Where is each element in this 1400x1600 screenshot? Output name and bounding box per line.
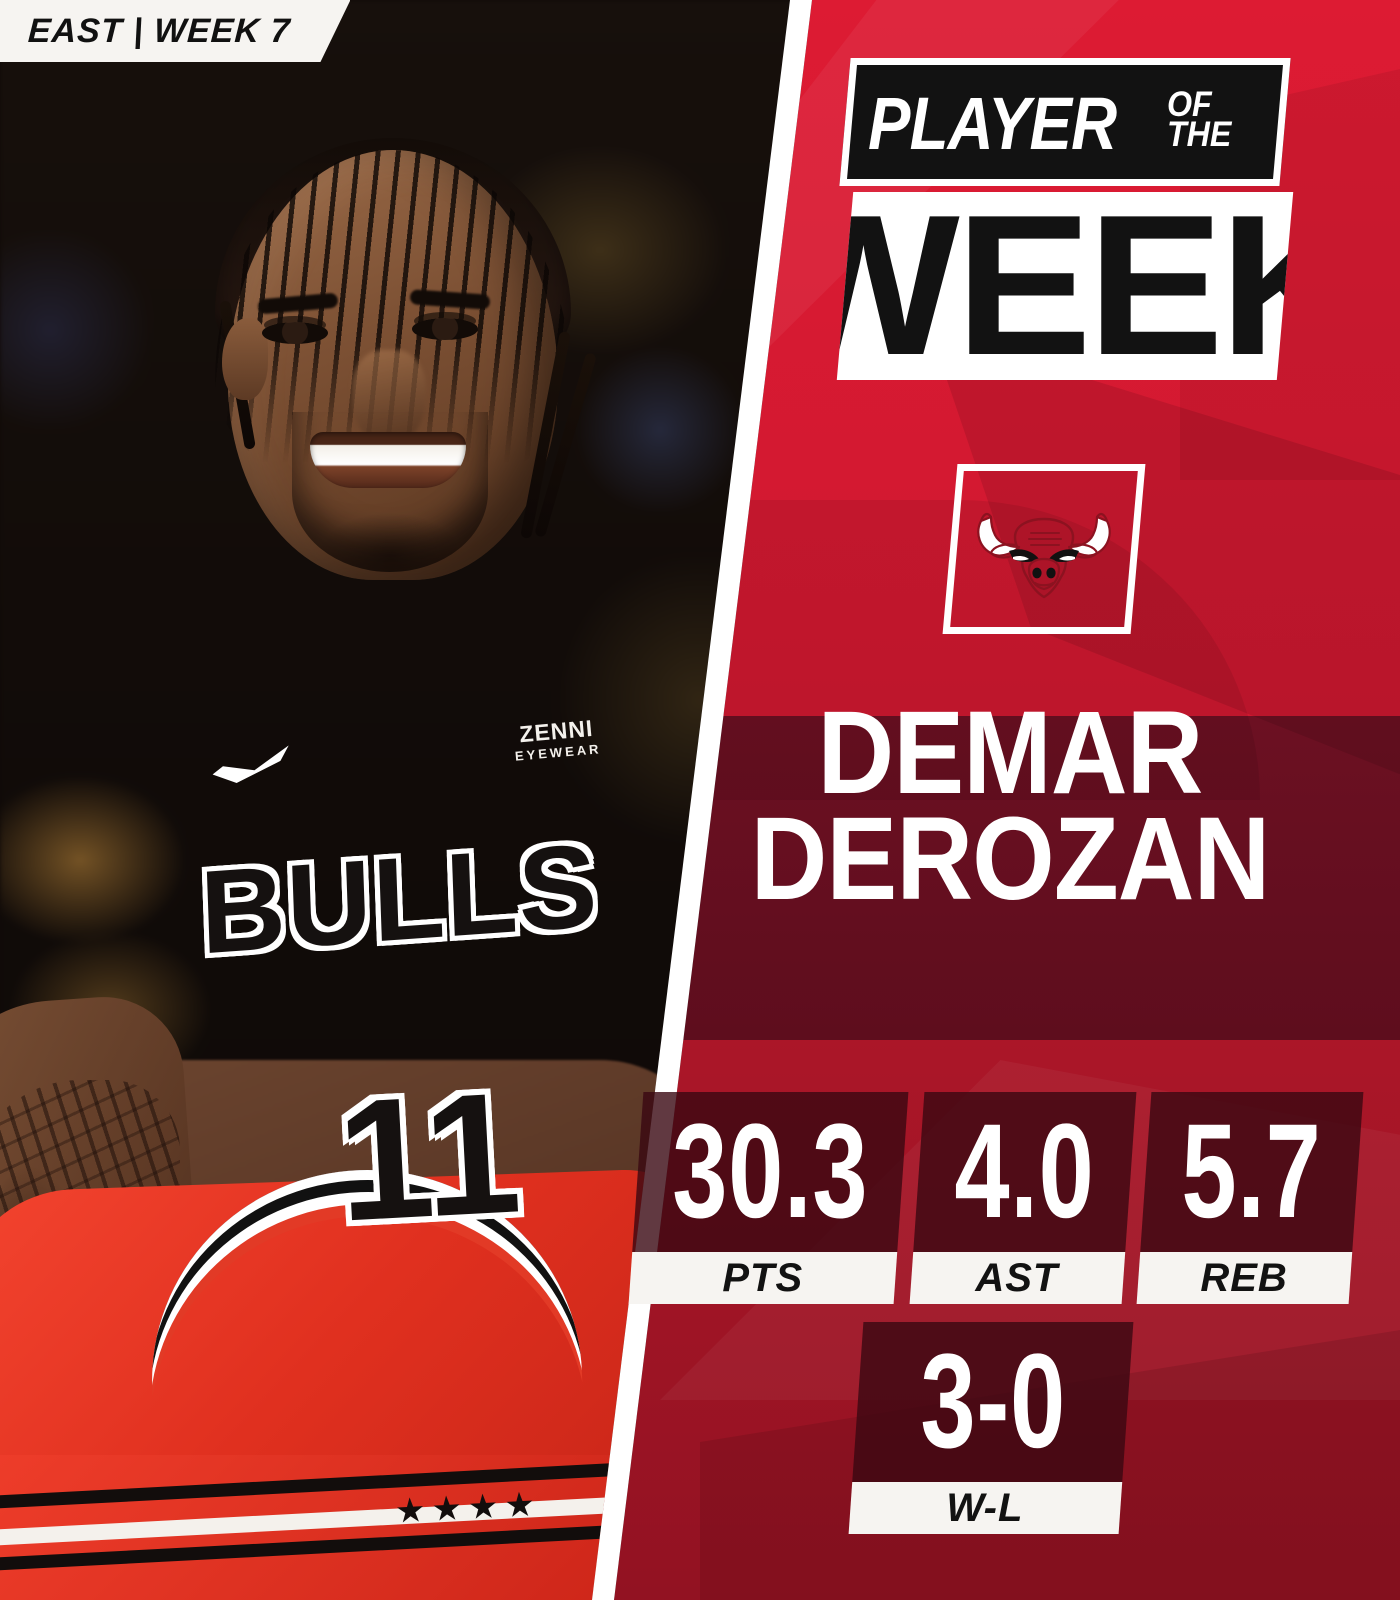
player-eye-right	[412, 318, 478, 340]
stat-label-container: PTS	[628, 1252, 898, 1304]
player-name: DEMAR DEROZAN	[620, 687, 1400, 926]
stat-value-container: 5.7	[1140, 1092, 1364, 1252]
title-of-the-group: OF THE	[1166, 85, 1237, 154]
stat-value-container: 30.3	[632, 1092, 909, 1252]
conference-week-banner: EAST | WEEK 7	[0, 0, 350, 62]
title-top-block: PLAYER OF THE	[839, 58, 1291, 186]
player-smile	[310, 432, 466, 488]
stat-label: AST	[975, 1255, 1059, 1300]
stat-box-pts: 30.3 PTS	[628, 1092, 909, 1304]
jersey-number: 11	[333, 1056, 525, 1258]
record-value-container: 3-0	[852, 1322, 1134, 1482]
shorts-stars-icon: ★★★★	[394, 1485, 542, 1531]
stat-box-record: 3-0 W-L	[848, 1322, 1134, 1534]
stat-value: 5.7	[1181, 1097, 1323, 1247]
title-the-word: THE	[1166, 115, 1232, 154]
conference-week-label: EAST | WEEK 7	[27, 11, 292, 50]
record-value: 3-0	[920, 1327, 1066, 1477]
stat-value-container: 4.0	[913, 1092, 1136, 1252]
record-label-container: W-L	[848, 1482, 1123, 1534]
player-eye-left	[262, 322, 328, 344]
stat-label: PTS	[722, 1255, 804, 1300]
team-logo-box	[942, 464, 1146, 634]
stat-value: 4.0	[954, 1097, 1095, 1247]
player-first-name: DEMAR	[817, 687, 1204, 819]
player-ear	[222, 318, 268, 400]
bulls-logo-icon	[969, 493, 1119, 605]
title-week-word: WEEK	[836, 192, 1294, 380]
player-last-name: DEROZAN	[750, 793, 1271, 926]
stat-box-reb: 5.7 REB	[1136, 1092, 1364, 1304]
stat-value: 30.3	[672, 1097, 869, 1247]
title-bottom-block: WEEK	[836, 192, 1294, 380]
record-label: W-L	[946, 1485, 1024, 1530]
title-player-word: PLAYER	[868, 81, 1117, 165]
title-lockup: PLAYER OF THE WEEK	[836, 58, 1294, 380]
stat-boxes: 30.3 PTS 4.0 AST 5.7 REB	[628, 1092, 1364, 1304]
stat-label-container: REB	[1136, 1252, 1353, 1304]
stat-label-container: AST	[909, 1252, 1125, 1304]
stat-label: REB	[1200, 1255, 1289, 1300]
stat-box-ast: 4.0 AST	[909, 1092, 1136, 1304]
